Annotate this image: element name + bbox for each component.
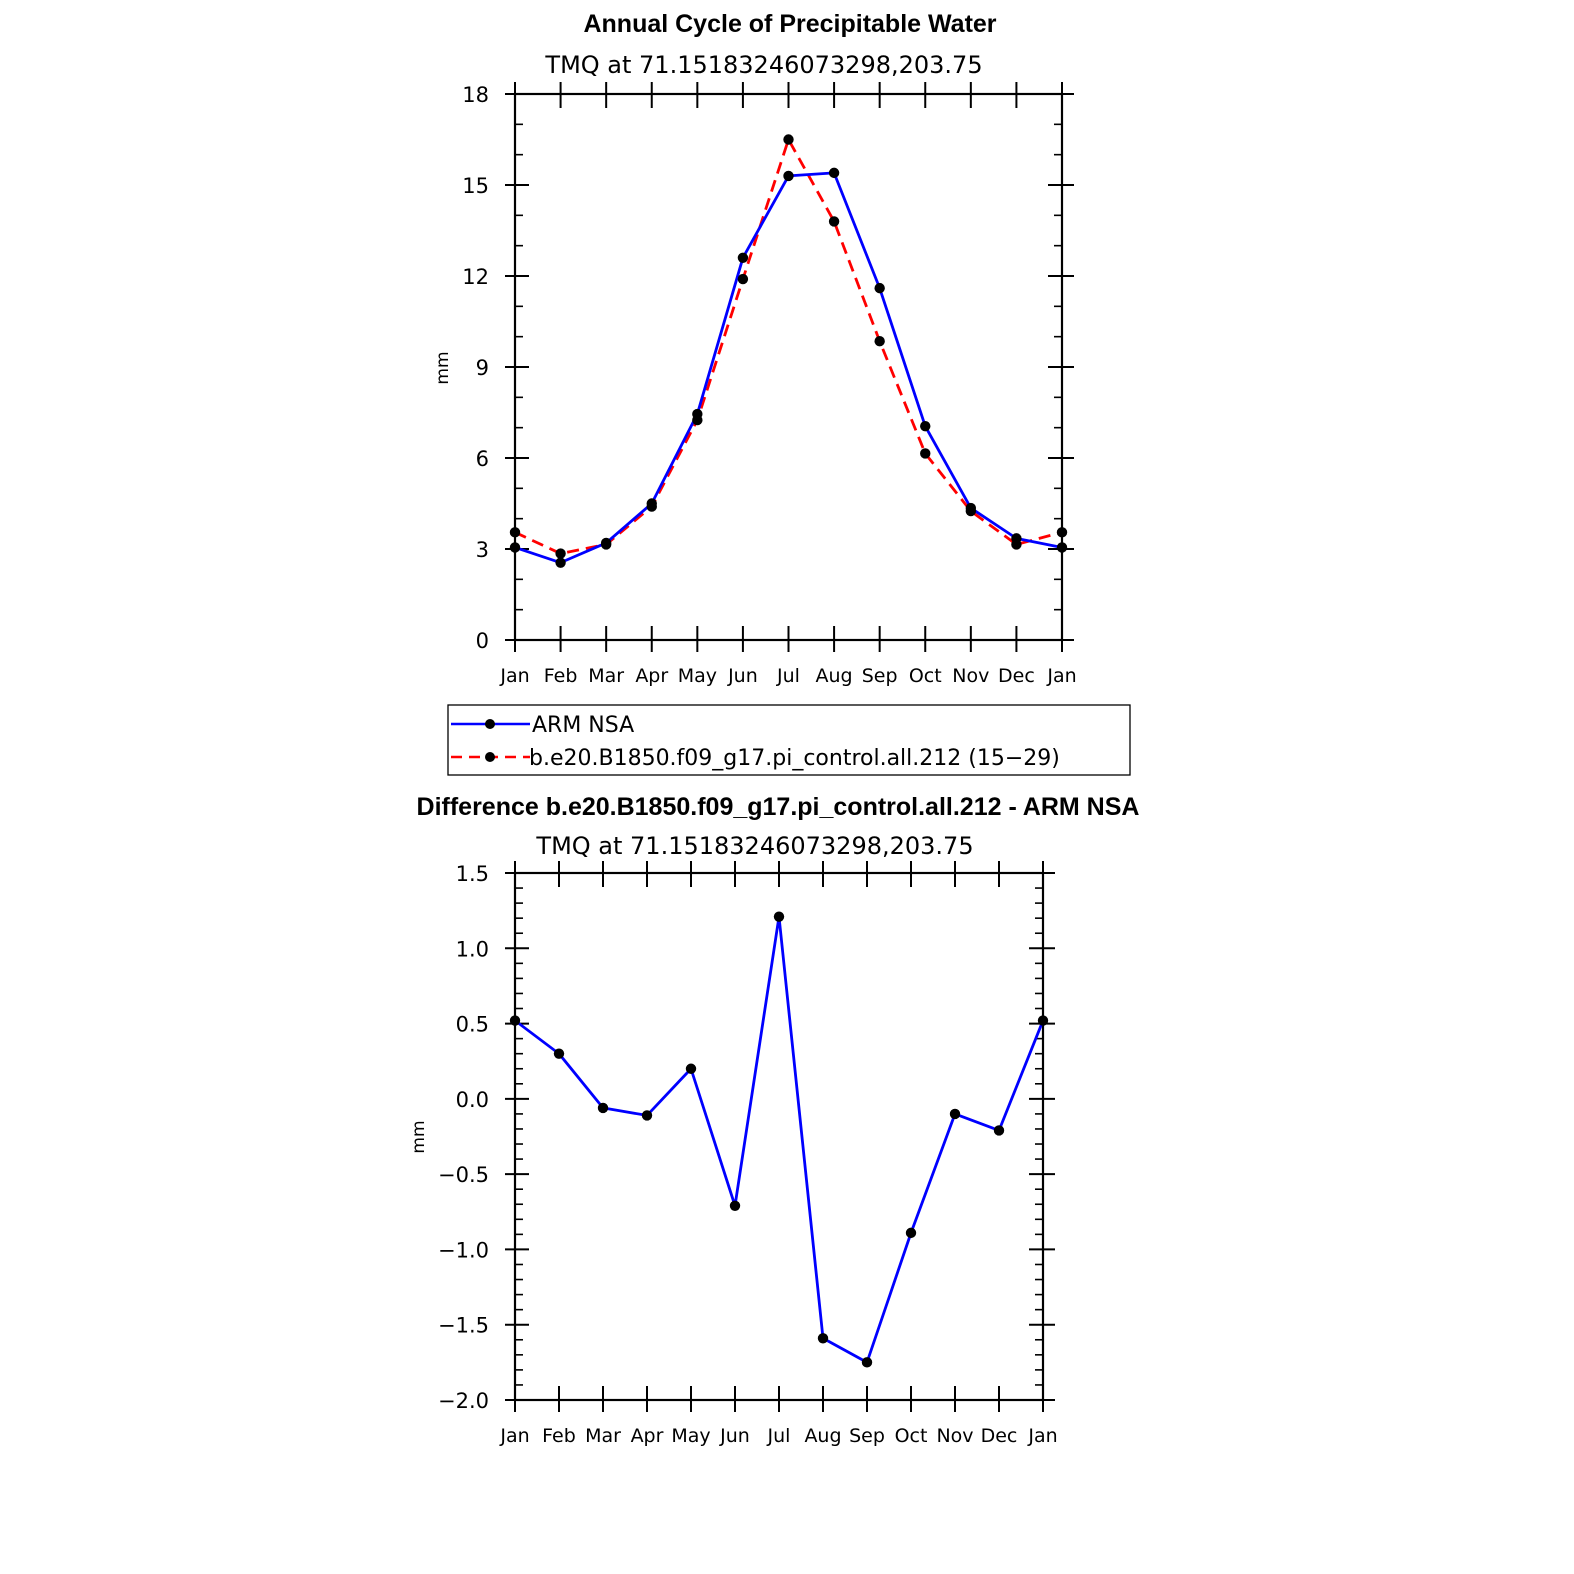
legend: ARM NSA b.e20.B1850.f09_g17.pi_control.a… [447,704,1131,776]
x-tick-label: Sep [849,1425,885,1447]
data-point [1056,527,1068,538]
data-point [905,1227,917,1239]
data-point [949,1108,961,1120]
data-point [993,1125,1005,1136]
x-tick-label: Jan [1046,665,1076,687]
y-tick-label: 1.5 [456,862,489,886]
y-tick-label: −1.0 [438,1238,489,1262]
x-tick-label: Mar [585,1425,621,1447]
legend-label: ARM NSA [532,713,634,738]
legend-entry-model: b.e20.B1850.f09_g17.pi_control.all.212 (… [451,746,1060,771]
data-point [685,1063,697,1074]
x-tick-label: Jun [727,665,758,687]
x-tick-label: Nov [936,1425,973,1447]
data-point [555,548,566,559]
x-tick-label: Dec [981,1425,1018,1447]
chart-title: Annual Cycle of Precipitable Water [583,10,996,38]
y-tick-label: −0.5 [438,1163,489,1187]
x-tick-label: Aug [804,1425,841,1447]
model-series-line [514,138,1063,555]
data-point [509,1015,521,1026]
x-tick-label: Jun [719,1425,750,1447]
data-point [509,542,521,553]
x-tick-label: Feb [544,665,578,687]
data-point [874,336,885,347]
obs-series-line [514,171,1063,565]
y-tick-label: 1.0 [456,937,489,961]
data-point [828,167,840,179]
x-tick-label: Jan [499,665,529,687]
chart-title: Difference b.e20.B1850.f09_g17.pi_contro… [417,793,1140,821]
data-point [783,134,794,145]
data-point [861,1357,873,1368]
x-tick-label: Mar [588,665,624,687]
x-tick-label: Sep [862,665,898,687]
data-point [1011,533,1022,544]
data-point [737,273,749,285]
data-point [920,420,931,432]
x-tick-label: May [678,665,717,687]
y-axis-label: mm [409,1120,429,1153]
y-tick-label: 0 [476,629,489,653]
y-tick-label: 0.0 [456,1088,489,1112]
data-point [729,1200,741,1211]
data-point [641,1110,653,1121]
obs-series-line [514,915,1045,1364]
data-point [817,1333,829,1344]
data-point [597,1102,609,1114]
data-point [555,557,566,568]
y-tick-label: 15 [462,174,489,198]
x-tick-label: Oct [895,1425,928,1447]
data-point [773,911,785,922]
data-point [646,498,657,509]
x-tick-label: Jul [767,1425,791,1447]
x-tick-label: Oct [909,665,942,687]
legend-entry-arm-nsa: ARM NSA [451,713,634,738]
y-tick-label: 18 [462,83,489,107]
y-tick-label: 6 [476,447,489,471]
data-point [874,282,885,294]
x-tick-label: Nov [952,665,989,687]
y-tick-label: −2.0 [438,1389,489,1413]
data-point [920,448,931,459]
data-point [828,216,840,227]
x-tick-label: Dec [998,665,1035,687]
y-tick-label: −1.5 [438,1314,489,1338]
data-point [1056,542,1068,553]
annual-cycle-chart: Annual Cycle of Precipitable Water TMQ a… [433,10,1077,687]
y-axis-label: mm [433,351,453,384]
x-tick-label: Feb [542,1425,576,1447]
data-point [509,527,521,538]
data-point [965,502,977,514]
data-point [600,537,612,549]
legend-label: b.e20.B1850.f09_g17.pi_control.all.212 (… [529,746,1060,771]
data-point [783,170,794,182]
y-tick-label: 9 [476,356,489,380]
y-tick-label: 12 [462,265,489,289]
data-point [1037,1015,1049,1026]
plot-frame [513,871,1045,1402]
x-tick-label: Aug [816,665,853,687]
x-tick-label: Apr [635,665,668,687]
difference-chart: Difference b.e20.B1850.f09_g17.pi_contro… [409,793,1139,1447]
x-tick-label: Jan [1027,1425,1057,1447]
legend-box [447,704,1131,776]
x-tick-label: Jul [776,665,800,687]
y-tick-label: 0.5 [456,1013,489,1037]
x-tick-label: Jan [499,1425,529,1447]
data-point [553,1048,565,1059]
data-point [692,408,703,420]
chart-subtitle: TMQ at 71.15183246073298,203.75 [544,51,982,79]
x-tick-label: Apr [631,1425,664,1447]
legend-marker [485,752,495,762]
x-tick-label: May [671,1425,710,1447]
data-point [737,252,749,263]
chart-subtitle: TMQ at 71.15183246073298,203.75 [535,832,973,860]
legend-marker [485,719,495,729]
y-tick-label: 3 [476,538,489,562]
